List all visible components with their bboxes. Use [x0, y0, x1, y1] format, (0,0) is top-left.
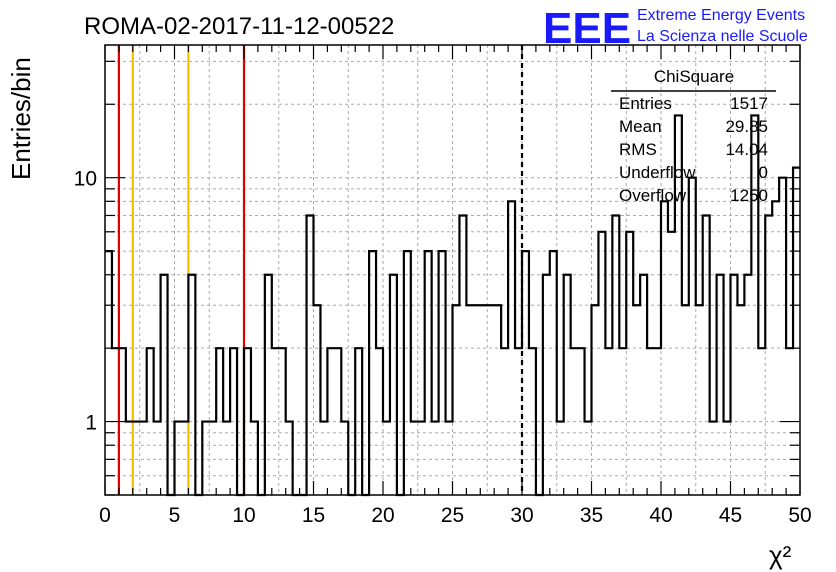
histogram-line — [105, 114, 800, 497]
x-axis-label: χ² — [769, 540, 792, 570]
x-axis: 0 5 10 15 20 25 30 35 40 45 50 — [99, 45, 812, 527]
x-tick-label: 5 — [169, 504, 181, 527]
x-tick-label: 45 — [719, 504, 742, 527]
stats-row-label: Entries — [619, 94, 672, 113]
y-axis: 1 10 — [74, 60, 800, 496]
stats-row-value: 14.04 — [725, 140, 768, 159]
stats-row-label: RMS — [619, 140, 657, 159]
reference-lines — [117, 45, 524, 495]
eee-logo: EEE Extreme Energy Events La Scienza nel… — [543, 4, 808, 53]
x-tick-label: 10 — [232, 504, 255, 527]
x-tick-label: 30 — [510, 504, 533, 527]
x-tick-label: 25 — [441, 504, 464, 527]
x-tick-label: 0 — [99, 504, 111, 527]
x-tick-label: 15 — [302, 504, 325, 527]
y-tick-label: 10 — [74, 168, 97, 191]
stats-row-label: Underflow — [619, 163, 696, 182]
stats-title: ChiSquare — [654, 67, 734, 86]
x-tick-label: 35 — [580, 504, 603, 527]
logo-line2: La Scienza nelle Scuole — [637, 28, 808, 45]
x-tick-label: 20 — [371, 504, 394, 527]
stats-row-label: Overflow — [619, 186, 687, 205]
x-tick-label: 50 — [788, 504, 811, 527]
stats-row-value: 1517 — [730, 94, 768, 113]
stats-box: ChiSquare Entries 1517 Mean 29.85 RMS 14.04 Un… — [611, 67, 776, 205]
logo-line1: Extreme Energy Events — [637, 7, 805, 24]
x-tick-label: 40 — [649, 504, 672, 527]
run-title: ROMA-02-2017-11-12-00522 — [84, 13, 394, 40]
stats-row-value: 1250 — [730, 186, 768, 205]
stats-row-value: 29.85 — [725, 117, 768, 136]
stats-row-label: Mean — [619, 117, 662, 136]
stats-row-value: 0 — [759, 163, 768, 182]
y-tick-label: 1 — [85, 412, 97, 435]
y-axis-label: Entries/bin — [6, 57, 36, 180]
